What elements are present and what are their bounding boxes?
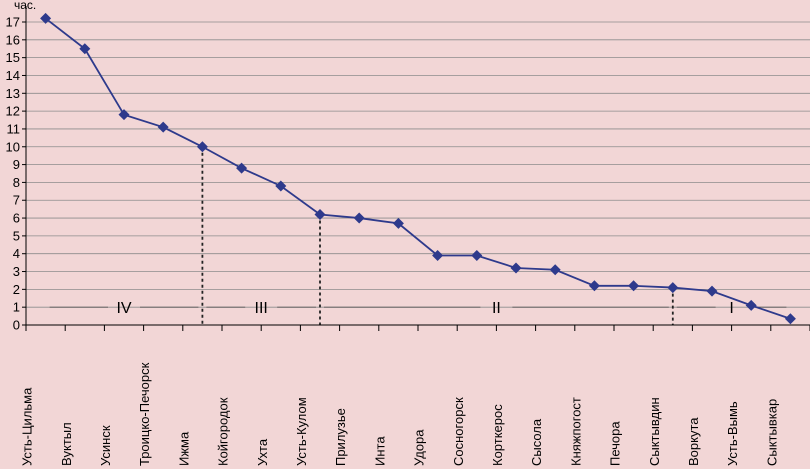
data-point [706,285,718,297]
data-point [549,264,561,276]
y-tick-label: 7 [13,193,20,208]
y-tick-label: 17 [6,15,20,30]
x-tick-label: Троицко-Печорск [137,362,152,466]
data-point [392,217,404,229]
data-point [40,12,52,24]
data-point [236,162,248,174]
data-point [275,180,287,192]
x-tick-label: Прилузье [333,408,348,466]
zone-label: I [729,300,733,317]
x-tick-label: Сыктывкар [764,399,779,466]
data-point [157,121,169,133]
x-tick-label: Печора [608,421,623,466]
y-tick-label: 2 [13,282,20,297]
series-line [45,17,791,320]
axes [22,6,810,331]
data-point [510,262,522,274]
x-tick-label: Ижма [176,431,191,466]
x-tick-label: Княжпогост [568,397,583,466]
data-point [628,280,640,292]
y-tick-label: 14 [6,68,20,83]
x-tick-label: Койгородок [216,397,231,466]
data-point [79,43,91,55]
x-tick-label: Удора [412,429,427,466]
zone-label: IV [116,300,131,317]
y-tick-label: 9 [13,157,20,172]
data-point [471,249,483,261]
y-tick-label: 15 [6,50,20,65]
x-tick-label: Корткерос [490,404,505,466]
x-tick-label: Ухта [255,438,270,466]
y-tick-label: 12 [6,104,20,119]
x-tick-label: Усинск [98,425,113,466]
data-point [353,212,365,224]
y-tick-label: 8 [13,175,20,190]
x-tick-labels: Усть-Цильма Вуктыл Усинск Троицко-Печорск Иж… [20,362,780,466]
x-tick-label: Воркута [686,417,701,466]
data-point [667,282,679,294]
x-tick-label: Сосногорск [451,397,466,466]
data-point [118,109,130,121]
zone-labels: IV III II I [49,300,787,317]
y-tick-label: 11 [7,121,21,136]
x-tick-label: Сыктывдин [647,397,662,466]
zone-label: II [492,300,501,317]
data-point [745,299,757,311]
zone-boundaries [201,146,674,325]
y-tick-label: 4 [13,246,20,261]
y-axis-label: час. [14,0,36,12]
zone-label: III [255,300,268,317]
y-tick-label: 0 [13,318,20,333]
y-tick-label: 3 [13,264,20,279]
x-tick-label: Инта [372,436,387,466]
gridlines [26,21,810,308]
data-point [196,141,208,153]
x-tick-label: Сысола [529,418,544,466]
x-tick-label: Усть-Вымь [725,401,740,466]
data-point [432,249,444,261]
y-tick-label: 5 [13,228,20,243]
y-tick-label: 13 [6,86,20,101]
data-point [314,208,326,220]
y-tick-label: 6 [13,211,20,226]
data-point [588,280,600,292]
x-tick-label: Усть-Цильма [20,387,35,466]
x-tick-label: Усть-Кулом [294,397,309,466]
y-tick-label: 10 [6,139,20,154]
x-tick-label: Вуктыл [59,422,74,466]
data-point [784,313,796,325]
series [40,12,796,325]
y-tick-label: 16 [6,32,20,47]
y-tick-label: 1 [13,300,20,315]
